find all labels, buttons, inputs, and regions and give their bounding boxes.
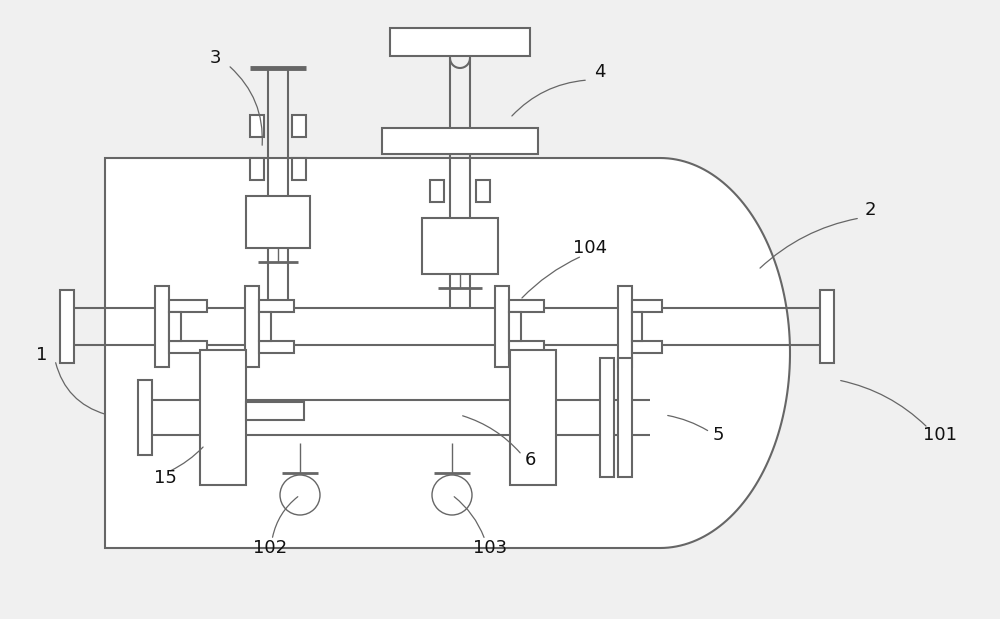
Bar xyxy=(390,28,530,56)
Bar xyxy=(245,286,259,367)
Text: 4: 4 xyxy=(594,63,606,81)
Bar xyxy=(632,312,642,341)
Bar xyxy=(138,380,152,455)
Bar xyxy=(430,180,444,202)
Bar xyxy=(632,300,662,312)
Bar xyxy=(155,286,169,367)
Bar xyxy=(422,218,498,274)
Bar xyxy=(250,158,264,180)
Text: 101: 101 xyxy=(923,426,957,444)
Bar xyxy=(292,115,306,137)
Bar xyxy=(510,350,556,485)
Bar xyxy=(382,128,538,154)
Bar xyxy=(259,300,294,312)
Bar xyxy=(259,341,294,353)
Bar xyxy=(509,300,544,312)
Bar xyxy=(618,358,632,477)
Bar xyxy=(200,350,246,485)
Text: 2: 2 xyxy=(864,201,876,219)
Bar xyxy=(169,312,181,341)
Bar xyxy=(476,180,490,202)
Bar xyxy=(250,115,264,137)
Bar xyxy=(509,341,544,353)
Text: 5: 5 xyxy=(712,426,724,444)
Text: 103: 103 xyxy=(473,539,507,557)
Bar xyxy=(600,358,614,477)
Text: 104: 104 xyxy=(573,239,607,257)
Bar xyxy=(259,312,271,341)
Bar xyxy=(632,341,662,353)
Text: 15: 15 xyxy=(154,469,176,487)
Bar xyxy=(495,286,509,367)
Bar xyxy=(60,290,74,363)
Text: 6: 6 xyxy=(524,451,536,469)
Text: 3: 3 xyxy=(209,49,221,67)
Polygon shape xyxy=(105,158,790,548)
Bar xyxy=(169,300,207,312)
Bar xyxy=(292,158,306,180)
Bar xyxy=(618,286,632,367)
Text: 1: 1 xyxy=(36,346,48,364)
Bar xyxy=(169,341,207,353)
Bar xyxy=(246,196,310,248)
Text: 102: 102 xyxy=(253,539,287,557)
Bar xyxy=(820,290,834,363)
Bar xyxy=(246,402,304,420)
Bar xyxy=(509,312,521,341)
